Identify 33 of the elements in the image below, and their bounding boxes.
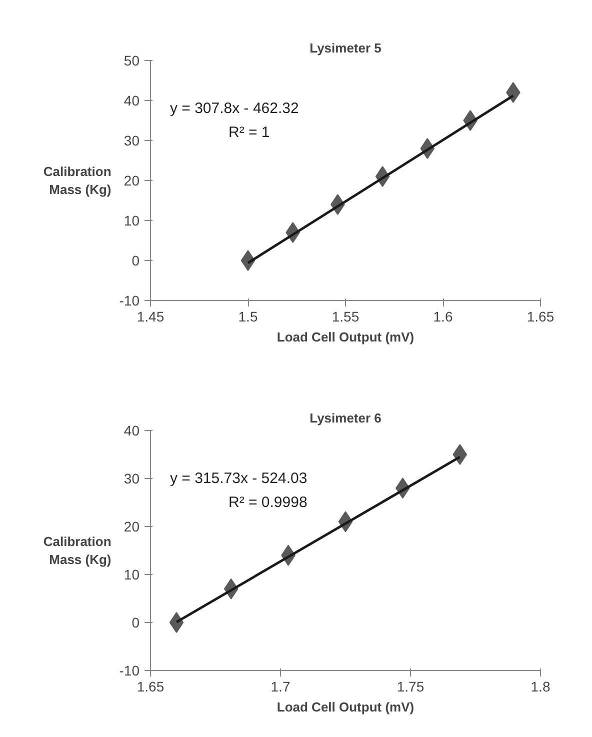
y-axis-title: Calibration Mass (Kg) <box>43 164 112 197</box>
point <box>452 444 468 465</box>
annotation: y = 315.73x - 524.03 <box>170 470 308 487</box>
y-tick-label: 50 <box>124 52 140 68</box>
annotation: R² = 1 <box>228 124 270 141</box>
y-tick-label: 0 <box>132 252 140 268</box>
y-tick-label: 20 <box>124 518 140 534</box>
x-axis-title: Load Cell Output (mV) <box>276 700 414 714</box>
x-tick-label: 1.65 <box>136 678 164 694</box>
y-tick-label: -10 <box>119 292 140 308</box>
annotation: y = 307.8x - 462.32 <box>170 100 299 117</box>
y-axis-title: Calibration Mass (Kg) <box>43 534 112 567</box>
chart-title: Lysimeter 5 <box>310 40 382 56</box>
y-tick-label: 0 <box>132 614 140 630</box>
x-tick-label: 1.75 <box>396 678 424 694</box>
x-tick-label: 1.5 <box>238 308 258 324</box>
x-tick-label: 1.55 <box>332 308 360 324</box>
y-tick-label: 30 <box>124 470 140 486</box>
x-tick-label: 1.7 <box>270 678 290 694</box>
chart-title: Lysimeter 6 <box>310 410 382 426</box>
y-tick-label: 40 <box>124 422 140 438</box>
x-tick-label: 1.65 <box>526 308 554 324</box>
x-tick-label: 1.8 <box>530 678 550 694</box>
annotation: R² = 0.9998 <box>228 494 308 511</box>
x-axis-title: Load Cell Output (mV) <box>276 330 414 344</box>
y-tick-label: 40 <box>124 92 140 108</box>
y-tick-label: 10 <box>124 212 140 228</box>
x-tick-label: 1.6 <box>433 308 453 324</box>
y-tick-label: 20 <box>124 172 140 188</box>
x-tick-label: 1.45 <box>136 308 164 324</box>
y-tick-label: 30 <box>124 132 140 148</box>
y-tick-label: -10 <box>119 662 140 678</box>
y-tick-label: 10 <box>124 566 140 582</box>
